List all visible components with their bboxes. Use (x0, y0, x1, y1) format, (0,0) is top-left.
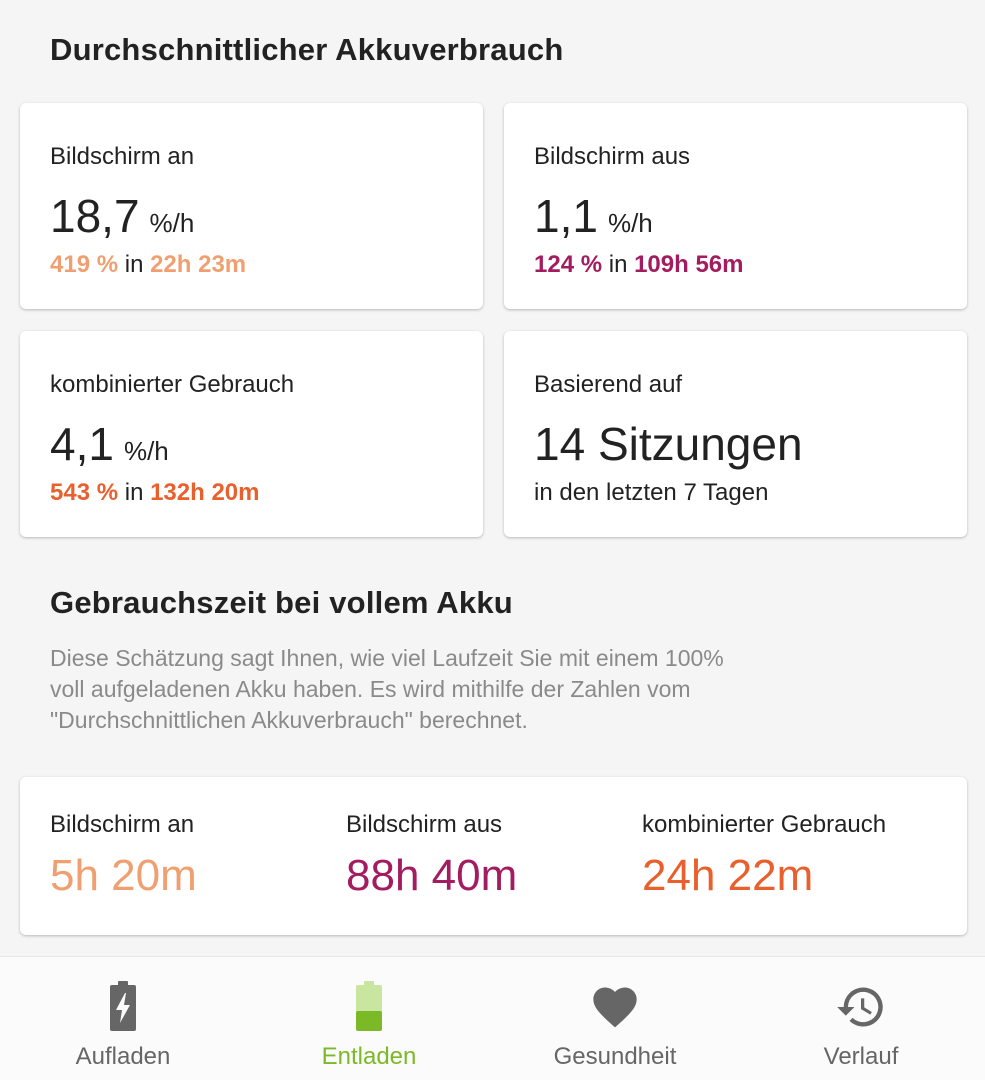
sessions-period: in den letzten 7 Tagen (534, 479, 769, 506)
estimate-label: kombinierter Gebrauch (642, 811, 887, 838)
description-line: Diese Schätzung sagt Ihnen, wie viel Lau… (50, 645, 724, 671)
rate-value: 4,1 %/h (50, 417, 169, 471)
usage-summary: 124 % in 109h 56m (534, 251, 743, 279)
nav-label: Entladen (321, 1043, 417, 1070)
description-line: voll aufgeladenen Akku haben. Es wird mi… (50, 676, 691, 702)
estimate-value: 24h 22m (642, 851, 814, 900)
nav-item-history[interactable]: Verlauf (738, 957, 984, 1080)
estimate-value: 5h 20m (50, 851, 197, 900)
card-combined-usage: kombinierter Gebrauch 4,1 %/h 543 % in 13… (20, 331, 483, 537)
rate-unit: %/h (149, 208, 195, 238)
nav-label: Aufladen (75, 1043, 171, 1070)
rate-unit: %/h (123, 436, 169, 466)
usage-percent: 419 % (50, 251, 119, 278)
usage-time: 22h 23m (150, 251, 247, 278)
card-label: Basierend auf (534, 371, 683, 398)
battery-charging-icon (108, 981, 138, 1038)
full-battery-description: Diese Schätzung sagt Ihnen, wie viel Lau… (50, 643, 870, 736)
nav-item-discharging[interactable]: Entladen (246, 957, 492, 1080)
history-icon (835, 981, 887, 1038)
usage-summary: 543 % in 132h 20m (50, 479, 259, 507)
nav-item-charging[interactable]: Aufladen (0, 957, 246, 1080)
battery-discharging-icon (354, 981, 384, 1038)
sessions-count: 14 Sitzungen (534, 418, 803, 470)
usage-time: 132h 20m (150, 479, 260, 506)
estimate-screen-off: Bildschirm aus 88h 40m (346, 811, 517, 901)
section-title-average-usage: Durchschnittlicher Akkuverbrauch (50, 32, 564, 67)
nav-item-health[interactable]: Gesundheit (492, 957, 738, 1080)
estimate-label: Bildschirm an (50, 811, 195, 838)
usage-percent: 124 % (534, 251, 603, 278)
card-based-on: Basierend auf 14 Sitzungen in den letzte… (504, 331, 967, 537)
estimate-label: Bildschirm aus (346, 811, 503, 838)
bottom-navigation: Aufladen Entladen Gesundheit (0, 956, 985, 1080)
rate-number: 18,7 (50, 190, 140, 242)
heart-icon (589, 981, 641, 1038)
in-word: in (118, 251, 151, 278)
estimate-value: 88h 40m (346, 851, 518, 900)
card-screen-on: Bildschirm an 18,7 %/h 419 % in 22h 23m (20, 103, 483, 309)
card-label: Bildschirm an (50, 143, 195, 170)
rate-number: 4,1 (50, 418, 114, 470)
rate-number: 1,1 (534, 190, 598, 242)
usage-time: 109h 56m (634, 251, 744, 278)
rate-value: 18,7 %/h (50, 189, 194, 243)
usage-percent: 543 % (50, 479, 119, 506)
description-line: "Durchschnittlichen Akkuverbrauch" berec… (50, 707, 528, 733)
rate-unit: %/h (607, 208, 653, 238)
in-word: in (602, 251, 635, 278)
nav-label: Gesundheit (553, 1043, 677, 1070)
nav-label: Verlauf (823, 1043, 899, 1070)
in-word: in (118, 479, 151, 506)
card-label: Bildschirm aus (534, 143, 691, 170)
section-title-full-battery: Gebrauchszeit bei vollem Akku (50, 585, 513, 620)
estimate-screen-on: Bildschirm an 5h 20m (50, 811, 197, 901)
estimate-combined: kombinierter Gebrauch 24h 22m (642, 811, 886, 901)
card-label: kombinierter Gebrauch (50, 371, 295, 398)
usage-summary: 419 % in 22h 23m (50, 251, 246, 279)
rate-value: 1,1 %/h (534, 189, 653, 243)
card-screen-off: Bildschirm aus 1,1 %/h 124 % in 109h 56m (504, 103, 967, 309)
card-full-battery-estimates: Bildschirm an 5h 20m Bildschirm aus 88h … (20, 777, 967, 935)
